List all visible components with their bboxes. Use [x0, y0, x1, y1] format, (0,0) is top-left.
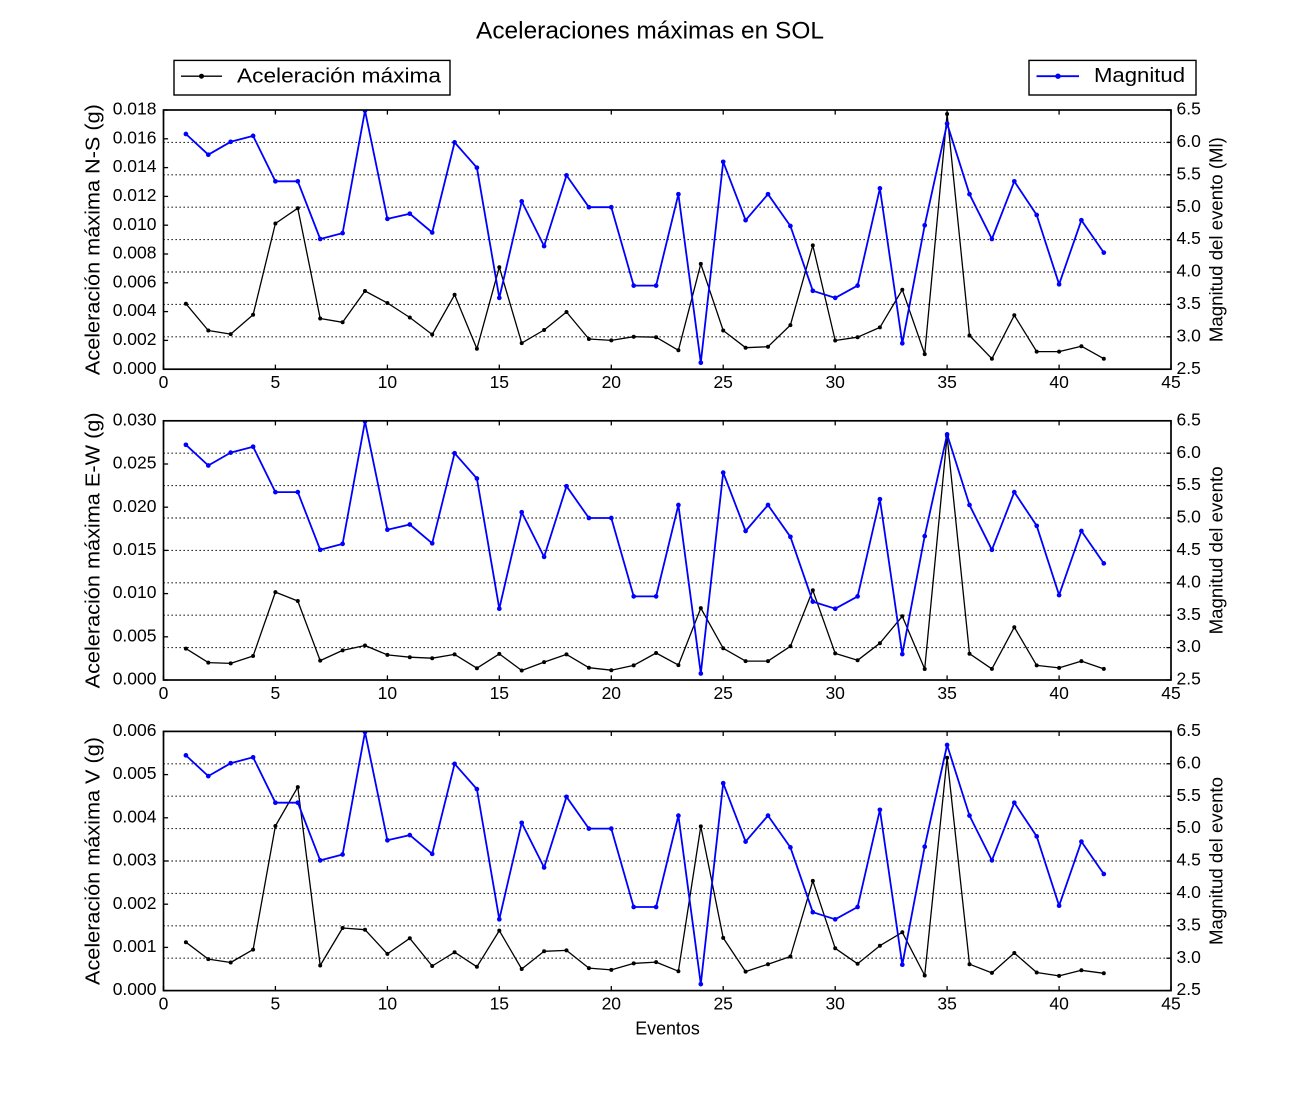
svg-text:5: 5	[271, 372, 281, 392]
svg-text:3.0: 3.0	[1177, 636, 1202, 656]
svg-text:2.5: 2.5	[1177, 358, 1201, 378]
svg-text:0.012: 0.012	[113, 185, 157, 205]
svg-text:5.0: 5.0	[1177, 817, 1202, 837]
svg-text:Aceleración máxima V (g): Aceleración máxima V (g)	[83, 737, 105, 985]
svg-text:40: 40	[1049, 993, 1069, 1013]
svg-text:0.014: 0.014	[113, 156, 157, 176]
svg-text:0.001: 0.001	[113, 936, 157, 956]
svg-text:6.0: 6.0	[1177, 131, 1202, 151]
svg-text:15: 15	[490, 683, 509, 703]
svg-text:4.5: 4.5	[1177, 850, 1201, 870]
svg-text:25: 25	[713, 372, 732, 392]
svg-text:0: 0	[159, 372, 169, 392]
svg-text:0.003: 0.003	[113, 850, 157, 870]
svg-text:10: 10	[378, 993, 398, 1013]
svg-text:5.5: 5.5	[1177, 474, 1201, 494]
svg-text:0.020: 0.020	[113, 496, 157, 516]
svg-text:25: 25	[713, 683, 732, 703]
svg-text:Magnitud del evento (Ml): Magnitud del evento (Ml)	[1206, 137, 1227, 342]
svg-text:6.5: 6.5	[1177, 409, 1201, 429]
svg-text:15: 15	[490, 372, 509, 392]
svg-text:5.0: 5.0	[1177, 507, 1202, 527]
svg-text:35: 35	[937, 372, 956, 392]
svg-text:5: 5	[271, 993, 281, 1013]
svg-text:35: 35	[937, 683, 956, 703]
svg-text:5.0: 5.0	[1177, 196, 1202, 216]
svg-text:6.5: 6.5	[1177, 99, 1201, 119]
svg-text:45: 45	[1161, 683, 1180, 703]
svg-text:0.008: 0.008	[113, 243, 157, 263]
svg-text:3.0: 3.0	[1177, 947, 1202, 967]
svg-text:0.010: 0.010	[113, 582, 157, 602]
svg-text:6.0: 6.0	[1177, 752, 1202, 772]
svg-text:0.000: 0.000	[113, 358, 157, 378]
svg-text:30: 30	[825, 372, 845, 392]
svg-text:6.0: 6.0	[1177, 442, 1202, 462]
svg-text:0.025: 0.025	[113, 453, 157, 473]
svg-text:3.5: 3.5	[1177, 604, 1201, 624]
svg-text:4.0: 4.0	[1177, 261, 1202, 281]
svg-text:0.005: 0.005	[113, 625, 157, 645]
svg-text:30: 30	[825, 993, 845, 1013]
svg-text:0: 0	[159, 993, 169, 1013]
svg-text:Aceleración máxima: Aceleración máxima	[237, 65, 442, 87]
svg-text:Magnitud: Magnitud	[1094, 65, 1185, 87]
svg-text:0.004: 0.004	[113, 300, 157, 320]
svg-text:0.005: 0.005	[113, 763, 157, 783]
svg-text:0.030: 0.030	[113, 409, 157, 429]
svg-text:10: 10	[378, 683, 398, 703]
svg-text:0: 0	[159, 683, 169, 703]
svg-text:3.5: 3.5	[1177, 293, 1201, 313]
svg-text:0.015: 0.015	[113, 539, 157, 559]
svg-text:5.5: 5.5	[1177, 163, 1201, 183]
svg-text:3.0: 3.0	[1177, 325, 1202, 345]
svg-text:40: 40	[1049, 683, 1069, 703]
svg-text:20: 20	[602, 683, 622, 703]
svg-text:45: 45	[1161, 372, 1180, 392]
svg-text:0.010: 0.010	[113, 214, 157, 234]
svg-text:Magnitud del evento: Magnitud del evento	[1206, 466, 1227, 634]
svg-text:Eventos: Eventos	[635, 1019, 700, 1039]
svg-text:3.5: 3.5	[1177, 914, 1201, 934]
svg-text:Aceleraciones máximas en SOL: Aceleraciones máximas en SOL	[476, 18, 824, 45]
svg-text:5.5: 5.5	[1177, 785, 1201, 805]
svg-text:0.004: 0.004	[113, 806, 157, 826]
svg-text:45: 45	[1161, 993, 1180, 1013]
svg-text:0.002: 0.002	[113, 329, 157, 349]
svg-text:40: 40	[1049, 372, 1069, 392]
svg-text:Aceleración máxima E-W (g): Aceleración máxima E-W (g)	[83, 412, 105, 688]
svg-text:35: 35	[937, 993, 956, 1013]
svg-text:4.5: 4.5	[1177, 228, 1201, 248]
svg-text:4.0: 4.0	[1177, 571, 1202, 591]
svg-text:0.000: 0.000	[113, 669, 157, 689]
svg-text:10: 10	[378, 372, 398, 392]
svg-text:Magnitud del evento: Magnitud del evento	[1206, 777, 1227, 945]
svg-text:0.000: 0.000	[113, 979, 157, 999]
svg-text:15: 15	[490, 993, 509, 1013]
svg-text:4.0: 4.0	[1177, 882, 1202, 902]
svg-text:0.002: 0.002	[113, 893, 157, 913]
svg-text:2.5: 2.5	[1177, 669, 1201, 689]
svg-text:25: 25	[713, 993, 732, 1013]
svg-text:4.5: 4.5	[1177, 539, 1201, 559]
svg-text:Aceleración máxima N-S (g): Aceleración máxima N-S (g)	[83, 104, 105, 375]
svg-text:0.006: 0.006	[113, 720, 157, 740]
svg-text:5: 5	[271, 683, 281, 703]
svg-text:6.5: 6.5	[1177, 720, 1201, 740]
svg-text:0.016: 0.016	[113, 127, 157, 147]
svg-text:20: 20	[602, 372, 622, 392]
svg-text:2.5: 2.5	[1177, 979, 1201, 999]
svg-text:30: 30	[825, 683, 845, 703]
svg-text:0.006: 0.006	[113, 271, 157, 291]
svg-text:0.018: 0.018	[113, 99, 157, 119]
svg-text:20: 20	[602, 993, 622, 1013]
